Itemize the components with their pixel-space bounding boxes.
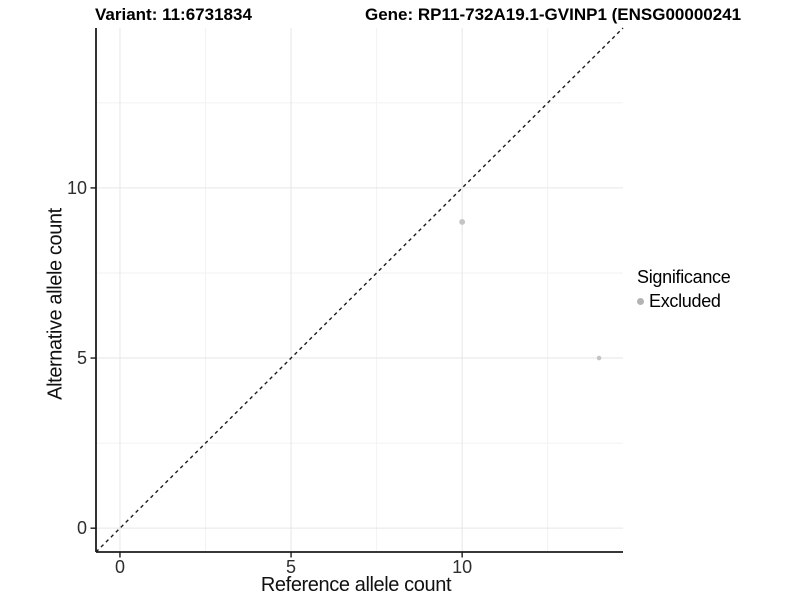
- legend: Significance Excluded: [637, 267, 731, 312]
- y-tick-label: 5: [77, 348, 87, 368]
- legend-entry-label: Excluded: [649, 291, 721, 311]
- y-axis-title: Alternative allele count: [44, 208, 67, 400]
- x-tick-label: 0: [115, 557, 125, 577]
- plot-title-gene: Gene: RP11-732A19.1-GVINP1 (ENSG00000241: [365, 5, 742, 24]
- x-tick-label: 5: [286, 557, 296, 577]
- legend-title: Significance: [637, 267, 731, 287]
- identity-dashed-line: [95, 27, 624, 553]
- plot-title-variant: Variant: 11:6731834: [95, 5, 252, 24]
- y-tick-label: 10: [67, 178, 87, 198]
- legend-key-dot-icon: [637, 298, 644, 305]
- x-tick-label: 10: [452, 557, 472, 577]
- y-tick-label: 0: [77, 518, 87, 538]
- data-point: [459, 219, 466, 225]
- x-axis-title: Reference allele count: [260, 574, 452, 596]
- legend-entry-excluded: Excluded: [637, 291, 730, 312]
- data-point: [596, 355, 602, 361]
